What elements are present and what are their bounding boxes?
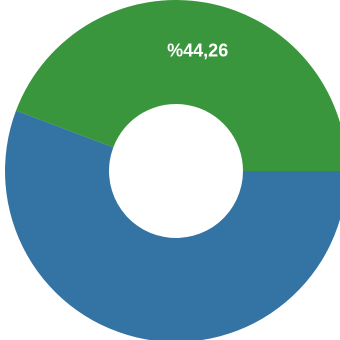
labels-group: %44,26 [167,41,228,61]
donut-slice-2 [16,0,340,171]
slices-group [5,0,340,340]
slice-label-2: %44,26 [167,41,228,61]
donut-slice-1 [5,110,340,340]
